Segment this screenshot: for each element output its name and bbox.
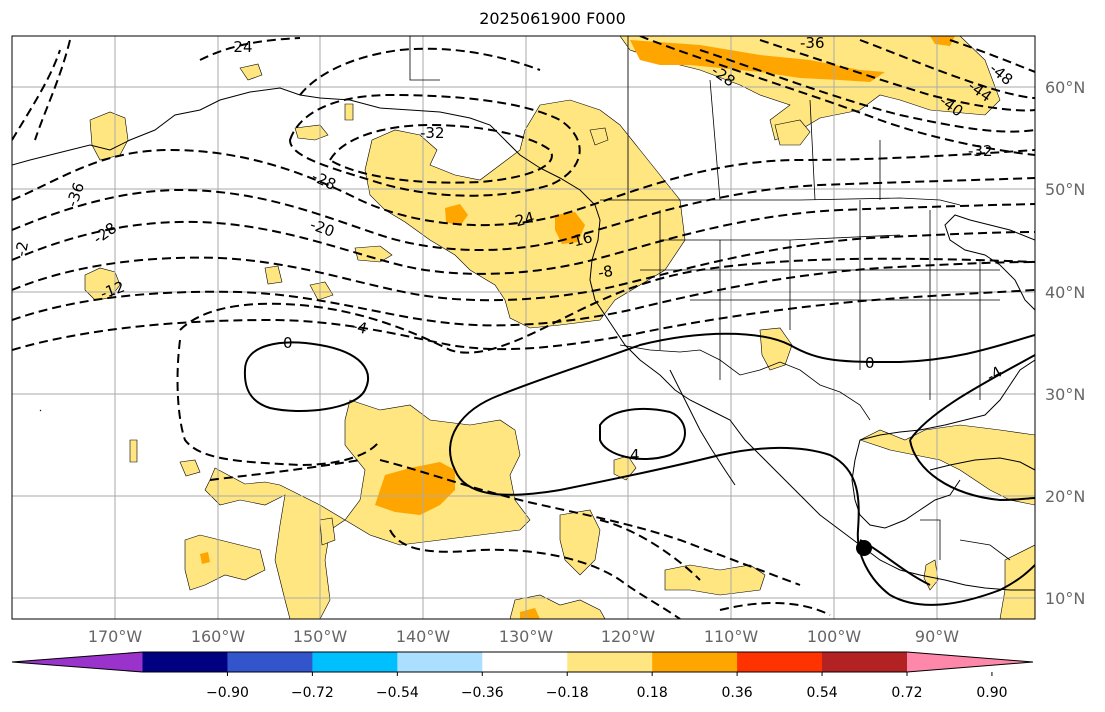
contour-label: 0: [865, 354, 875, 372]
colorbar-segment: [142, 652, 228, 672]
lon-label: 110°W: [704, 627, 759, 646]
lat-label: 10°N: [1045, 589, 1085, 608]
colorbar-segment: [822, 652, 908, 672]
map-frame: [11, 35, 1036, 620]
colorbar-tick-label: −0.72: [291, 685, 334, 701]
colorbar-tick-label: 0.18: [637, 685, 668, 701]
contour-label: -32: [420, 124, 445, 142]
lat-label: 50°N: [1045, 180, 1085, 199]
colorbar-segment: [312, 652, 398, 672]
longitude-labels: 170°W 160°W 150°W 140°W 130°W 120°W 110°…: [88, 627, 959, 646]
colorbar-tick-label: 0.54: [806, 685, 837, 701]
colorbar-extend-low: [12, 652, 143, 672]
map-area: -24 -36 -28 -20 -12 -4 0 -32 -28 -24 -16…: [12, 34, 1035, 619]
colorbar-segment: [397, 652, 483, 672]
colorbar-tick-label: −0.18: [546, 685, 589, 701]
contour-label: -8: [597, 262, 615, 282]
lon-label: 100°W: [807, 627, 862, 646]
contours-zero-positive: [243, 332, 1035, 606]
political-borders: [409, 36, 1011, 561]
colorbar-segment: [567, 652, 653, 672]
colorbar-tick-label: −0.90: [206, 685, 249, 701]
lat-label: 60°N: [1045, 78, 1085, 97]
lat-label: 40°N: [1045, 283, 1085, 302]
contour-label: -24: [228, 38, 253, 56]
colorbar-tick-label: −0.54: [376, 685, 419, 701]
contour-label: -36: [800, 34, 825, 52]
colorbar-tick-label: 0.72: [891, 685, 922, 701]
colorbar-segment: [227, 652, 313, 672]
colorbar-segment: [482, 652, 568, 672]
lon-label: 130°W: [499, 627, 554, 646]
colorbar-tick-label: 0.90: [976, 685, 1007, 701]
storm-center-marker: [856, 540, 872, 556]
lat-label: 30°N: [1045, 385, 1085, 404]
colorbar-segment: [737, 652, 823, 672]
contour-label: -24: [508, 208, 536, 232]
contour-label: 0: [283, 334, 293, 352]
contour-label: -16: [566, 228, 594, 252]
lon-label: 90°W: [915, 627, 959, 646]
lon-label: 150°W: [293, 627, 348, 646]
contour-label: 4: [630, 446, 640, 464]
contour-label: -4: [350, 317, 369, 338]
lon-label: 140°W: [396, 627, 451, 646]
colorbar-segment: [652, 652, 738, 672]
colorbar-tick-label: −0.36: [461, 685, 504, 701]
colorbar: −0.90 −0.72 −0.54 −0.36 −0.18 0.18 0.36 0.54 0.7…: [11, 651, 1034, 701]
plot-title: 2025061900 F000: [479, 9, 626, 28]
lon-label: 160°W: [191, 627, 246, 646]
latitude-labels: 60°N 50°N 40°N 30°N 20°N 10°N: [1045, 78, 1085, 608]
colorbar-outline: [11, 651, 1034, 673]
colorbar-tick-label: 0.36: [722, 685, 753, 701]
contour-label: -2: [12, 240, 32, 258]
contour-label: -32: [968, 142, 993, 160]
colorbar-extend-high: [907, 652, 1033, 672]
contours-negative: [12, 36, 1035, 619]
lon-label: 120°W: [601, 627, 656, 646]
lat-label: 20°N: [1045, 487, 1085, 506]
lon-label: 170°W: [88, 627, 143, 646]
